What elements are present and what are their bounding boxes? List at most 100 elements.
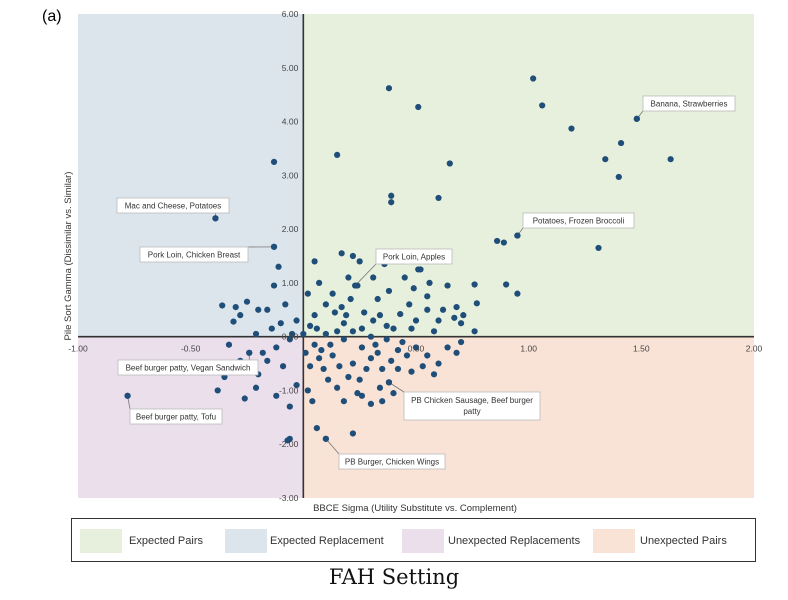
data-point — [457, 338, 465, 346]
data-point — [268, 325, 275, 332]
y-tick-label: 4.00 — [282, 117, 299, 127]
data-point — [322, 301, 329, 308]
data-point — [252, 330, 260, 338]
data-point — [349, 360, 357, 367]
data-point — [311, 341, 318, 348]
data-point — [435, 194, 442, 202]
data-point — [503, 281, 510, 288]
data-point — [264, 357, 271, 364]
y-tick-label: 0.00 — [282, 332, 299, 342]
data-point — [500, 239, 507, 246]
data-point — [430, 371, 438, 378]
y-tick-label: 6.00 — [282, 9, 299, 19]
data-point — [363, 365, 370, 373]
quadrant-backgrounds — [78, 14, 754, 498]
x-tick-label: 2.00 — [746, 344, 763, 354]
data-point — [370, 274, 377, 281]
data-point — [471, 328, 478, 335]
data-point — [316, 279, 323, 286]
data-point — [379, 365, 386, 373]
annotation-box — [129, 408, 223, 425]
data-point — [356, 376, 363, 383]
data-point — [401, 274, 408, 281]
data-point — [379, 398, 386, 405]
data-point — [424, 352, 431, 359]
data-point — [338, 250, 345, 257]
annotated-point — [352, 282, 359, 289]
annotated-point — [124, 392, 131, 399]
data-point — [273, 344, 280, 351]
data-point — [399, 338, 406, 346]
data-point — [237, 312, 244, 319]
data-point — [376, 384, 384, 391]
data-point — [329, 290, 336, 297]
data-point — [340, 398, 347, 405]
annotation-label: Beef burger patty, Vegan Sandwich — [126, 364, 251, 373]
data-point — [273, 392, 280, 399]
x-axis-label: BBCE Sigma (Utility Substitute vs. Compl… — [313, 503, 517, 514]
data-point — [435, 360, 442, 367]
data-point — [383, 322, 390, 330]
annotation-box — [375, 248, 453, 265]
annotation-box — [642, 95, 736, 112]
annotated-point — [322, 435, 329, 442]
data-point — [259, 349, 266, 356]
data-point — [329, 352, 336, 359]
legend-swatch-unexpected-replacements — [402, 529, 444, 553]
data-point — [358, 392, 366, 399]
annotation-label: Pork Loin, Apples — [383, 253, 445, 262]
data-point — [313, 325, 320, 332]
data-point — [408, 368, 415, 375]
data-point — [349, 328, 357, 335]
annotation-label: Pork Loin, Chicken Breast — [148, 251, 241, 260]
data-point — [451, 314, 458, 321]
data-point — [293, 381, 300, 389]
y-tick-label: 5.00 — [282, 63, 299, 73]
y-tick-label: 3.00 — [282, 170, 299, 180]
annotated-point — [246, 349, 253, 356]
data-point — [316, 355, 323, 362]
annotation-label: Beef burger patty, Tofu — [136, 413, 216, 422]
legend-swatch-expected-pairs — [80, 529, 122, 553]
annotation-label: Banana, Strawberries — [651, 100, 728, 109]
data-point — [426, 279, 433, 286]
data-point — [288, 330, 296, 338]
y-tick-label: 2.00 — [282, 224, 299, 234]
data-point — [311, 312, 318, 319]
data-point — [354, 390, 361, 397]
data-point — [343, 312, 350, 319]
annotations: Banana, Strawberries Mac and Cheese, Pota… — [116, 95, 736, 470]
data-point — [394, 347, 402, 354]
data-point — [275, 263, 282, 270]
legend-swatch-expected-replacement — [225, 529, 267, 553]
annotation-box — [522, 212, 635, 229]
annotated-point — [633, 115, 640, 122]
data-point — [255, 306, 262, 313]
data-point — [514, 290, 521, 297]
data-point — [383, 336, 390, 343]
data-point — [453, 349, 460, 356]
data-point — [336, 363, 343, 370]
data-point — [408, 325, 415, 332]
annotation-box — [117, 359, 259, 376]
data-point — [221, 373, 228, 381]
data-point — [252, 384, 260, 391]
legend-swatch-unexpected-pairs — [593, 529, 635, 553]
data-point — [595, 244, 602, 252]
data-point — [430, 328, 438, 335]
y-tick-label: -3.00 — [279, 493, 299, 503]
data-point — [345, 373, 352, 381]
data-point — [311, 258, 318, 265]
annotation-label: PB Burger, Chicken Wings — [345, 458, 439, 467]
annotation-box — [116, 197, 230, 214]
data-point — [367, 333, 375, 340]
data-point — [286, 403, 293, 410]
data-point — [270, 158, 278, 165]
data-point — [264, 306, 271, 313]
annotation-box — [338, 453, 446, 470]
data-point — [394, 365, 402, 373]
data-point — [494, 237, 501, 245]
axes — [78, 14, 754, 498]
data-point — [388, 199, 395, 206]
